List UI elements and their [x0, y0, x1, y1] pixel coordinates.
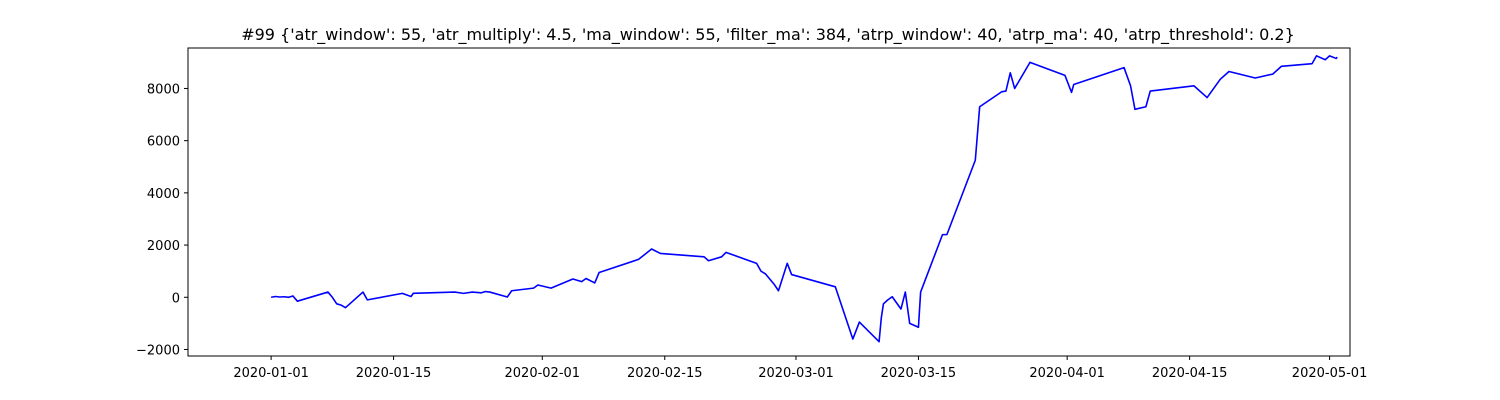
x-tick-label: 2020-05-01: [1292, 366, 1368, 381]
plot-frame: [187, 47, 1351, 357]
plot-area: [270, 55, 1338, 343]
series-line-0: [270, 55, 1338, 343]
x-tick-label: 2020-04-15: [1152, 366, 1228, 381]
x-tick-label: 2020-01-01: [233, 366, 309, 381]
y-tick-label: 6000: [147, 135, 180, 150]
y-tick-label: −2000: [136, 343, 180, 358]
x-axis: 2020-01-01 2020-01-15 2020-02-01 2020-02-15…: [233, 356, 1367, 381]
y-tick-label: 8000: [147, 82, 180, 97]
y-axis: −2000 0 2000 4000 6000 8000: [136, 82, 188, 358]
x-tick-label: 2020-02-01: [505, 366, 581, 381]
x-tick-label: 2020-04-01: [1029, 366, 1105, 381]
y-tick-label: 0: [172, 291, 180, 306]
y-tick-label: 4000: [147, 187, 180, 202]
y-tick-label: 2000: [147, 239, 180, 254]
x-tick-label: 2020-01-15: [356, 366, 432, 381]
x-tick-label: 2020-02-15: [627, 366, 703, 381]
x-tick-label: 2020-03-01: [758, 366, 834, 381]
chart-title: #99 {'atr_window': 55, 'atr_multiply': 4…: [241, 25, 1295, 45]
x-tick-label: 2020-03-15: [881, 366, 957, 381]
